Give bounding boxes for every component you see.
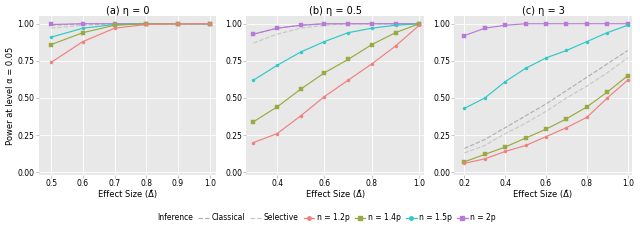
Y-axis label: Power at level α = 0.05: Power at level α = 0.05 xyxy=(6,47,15,145)
Title: (c) η = 3: (c) η = 3 xyxy=(522,5,564,16)
X-axis label: Effect Size (Δ̂): Effect Size (Δ̂) xyxy=(98,190,157,199)
Title: (b) η = 0.5: (b) η = 0.5 xyxy=(308,5,362,16)
Title: (a) η = 0: (a) η = 0 xyxy=(106,5,149,16)
X-axis label: Effect Size (Δ̂): Effect Size (Δ̂) xyxy=(305,190,365,199)
X-axis label: Effect Size (Δ̂): Effect Size (Δ̂) xyxy=(513,190,573,199)
Legend: Inference, Classical, Selective, n = 1.2p, n = 1.4p, n = 1.5p, n = 2p: Inference, Classical, Selective, n = 1.2… xyxy=(141,210,499,225)
